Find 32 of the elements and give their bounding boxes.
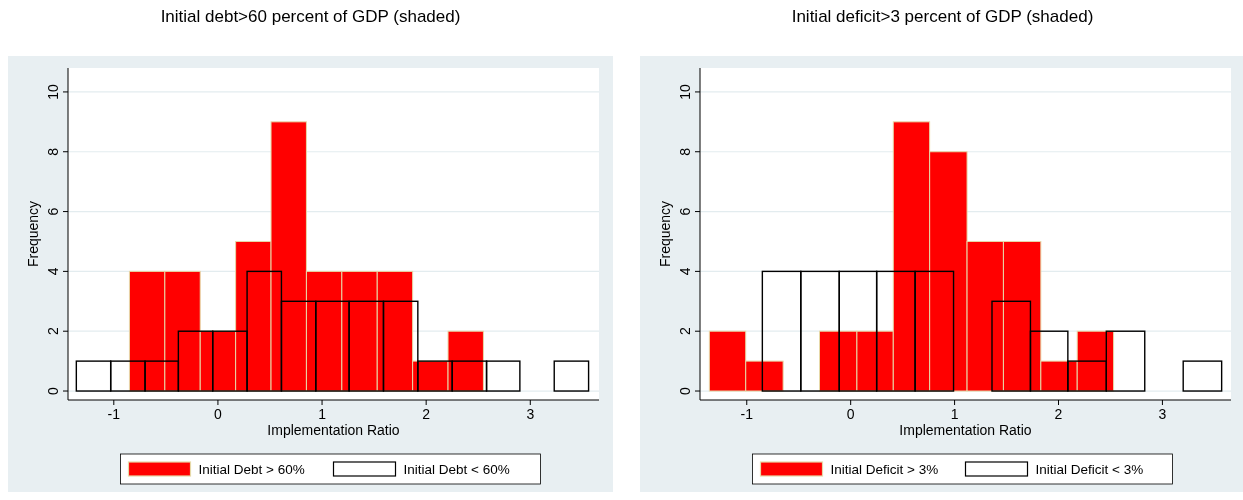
x-tick-label: 1 (318, 406, 327, 422)
y-axis-title: Frequency (657, 200, 673, 268)
chart-title: Initial deficit>3 percent of GDP (shaded) (791, 7, 1094, 26)
x-tick-label: 0 (214, 406, 223, 422)
x-tick-label: 2 (422, 406, 431, 422)
x-axis-title: Implementation Ratio (899, 422, 1032, 438)
legend-label: Initial Debt < 60% (403, 462, 510, 477)
x-tick-label: 0 (846, 406, 855, 422)
legend-label: Initial Debt > 60% (198, 462, 305, 477)
y-tick-label: 10 (45, 83, 61, 100)
y-axis-title: Frequency (25, 200, 41, 268)
x-tick-label: 1 (950, 406, 959, 422)
y-tick-label: 10 (677, 83, 693, 100)
y-tick-label: 8 (677, 147, 693, 156)
legend-label: Initial Deficit < 3% (1035, 462, 1144, 477)
y-tick-label: 4 (45, 267, 61, 276)
x-axis-title: Implementation Ratio (267, 422, 400, 438)
y-tick-label: 0 (45, 386, 61, 395)
y-tick-label: 0 (677, 386, 693, 395)
x-tick-label: 3 (1158, 406, 1167, 422)
y-tick-label: 2 (677, 327, 693, 336)
legend-label: Initial Deficit > 3% (830, 462, 939, 477)
y-tick-label: 6 (45, 207, 61, 216)
y-tick-label: 8 (45, 147, 61, 156)
x-tick-label: -1 (107, 406, 121, 422)
chart-title: Initial debt>60 percent of GDP (shaded) (160, 7, 461, 26)
y-tick-label: 2 (45, 327, 61, 336)
x-tick-label: 2 (1054, 406, 1063, 422)
x-tick-label: 3 (526, 406, 535, 422)
y-tick-label: 4 (677, 267, 693, 276)
x-tick-label: -1 (740, 406, 754, 422)
y-tick-label: 6 (677, 207, 693, 216)
